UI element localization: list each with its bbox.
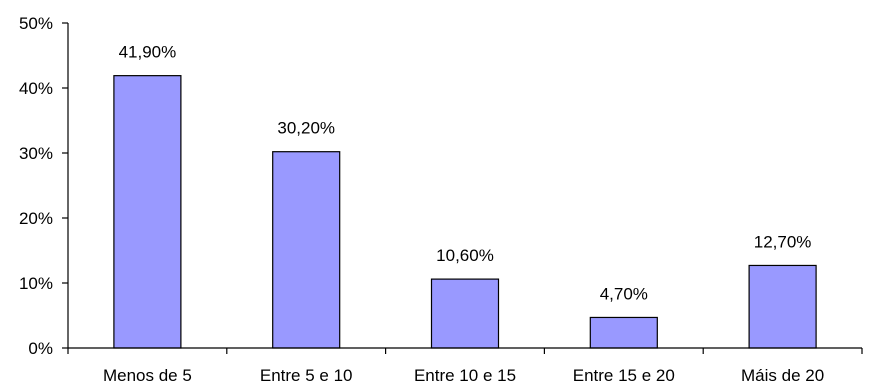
x-tick-label: Entre 15 e 20 xyxy=(573,366,675,385)
bar xyxy=(589,316,658,349)
y-axis-ticks: 0% 10% 20% 30% 40% 50% xyxy=(19,14,68,358)
y-tick-label: 30% xyxy=(19,144,53,163)
x-axis-ticks: Menos de 5 Entre 5 e 10 Entre 10 e 15 Entre… xyxy=(67,348,863,385)
bars xyxy=(113,75,817,349)
data-label: 30,20% xyxy=(277,119,335,138)
x-tick-label: Entre 5 e 10 xyxy=(260,366,353,385)
bar xyxy=(272,151,341,349)
x-tick-label: Máis de 20 xyxy=(741,366,824,385)
y-tick-label: 10% xyxy=(19,274,53,293)
bar xyxy=(748,264,817,349)
y-tick-label: 20% xyxy=(19,209,53,228)
y-tick-label: 50% xyxy=(19,14,53,33)
y-tick-label: 40% xyxy=(19,79,53,98)
data-label: 4,70% xyxy=(600,284,648,303)
y-tick-label: 0% xyxy=(28,339,53,358)
data-label: 41,90% xyxy=(119,43,177,62)
data-label: 10,60% xyxy=(436,246,494,265)
data-labels: 41,90% 30,20% 10,60% 4,70% 12,70% xyxy=(119,43,812,304)
x-tick-label: Menos de 5 xyxy=(103,366,192,385)
bar xyxy=(113,75,182,349)
x-tick-label: Entre 10 e 15 xyxy=(414,366,516,385)
data-label: 12,70% xyxy=(754,232,812,251)
bar xyxy=(430,278,500,349)
